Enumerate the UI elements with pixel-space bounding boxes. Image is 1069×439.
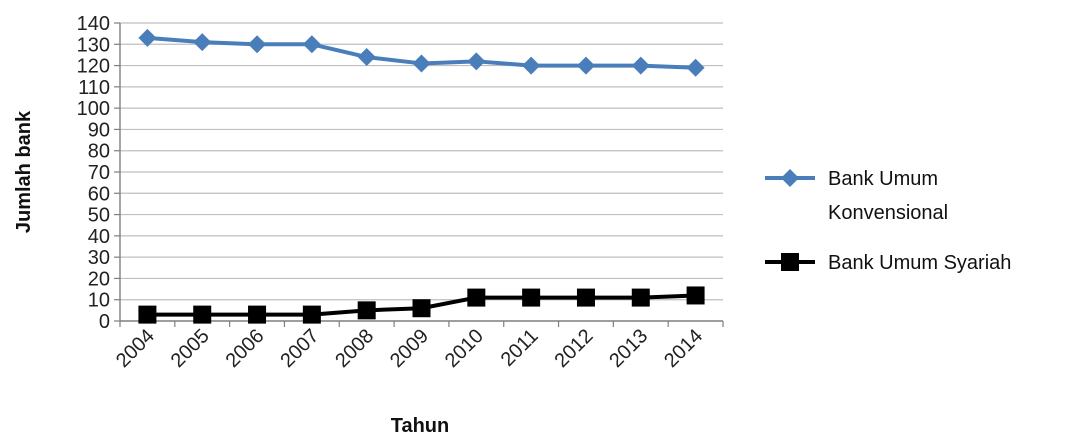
data-point <box>412 54 431 73</box>
x-tick-label: 2014 <box>660 325 707 372</box>
data-point <box>522 288 541 307</box>
y-axis-title: Jumlah bank <box>13 110 35 233</box>
series-group <box>138 28 705 324</box>
data-point <box>631 56 650 75</box>
gridlines <box>114 22 723 322</box>
x-tick-label: 2008 <box>331 325 378 372</box>
data-point <box>357 301 376 320</box>
y-tick-label: 10 <box>88 290 110 312</box>
y-tick-label: 60 <box>88 183 110 205</box>
x-tick-label: 2005 <box>167 325 214 372</box>
y-tick-label: 20 <box>88 268 110 290</box>
data-point <box>302 305 321 324</box>
y-tick-label: 40 <box>88 226 110 248</box>
data-point <box>193 305 212 324</box>
y-tick-label: 120 <box>77 56 110 78</box>
legend-label: Bank Umum Syariah <box>828 252 1011 274</box>
y-tick-label: 0 <box>99 311 110 333</box>
y-tick-label: 70 <box>88 162 110 184</box>
x-tick-label: 2004 <box>112 325 159 372</box>
data-point <box>357 48 376 67</box>
series-2 <box>138 286 705 324</box>
y-tick-label: 130 <box>77 34 110 56</box>
x-tick-labels: 2004 2005 2006 2007 2008 2009 2010 2011 2012 2013… <box>112 325 707 372</box>
legend-marker <box>781 253 799 271</box>
x-tick-label: 2012 <box>550 325 597 372</box>
y-tick-label: 110 <box>78 77 110 99</box>
data-point <box>467 52 486 71</box>
legend-label: Bank Umum <box>828 168 938 190</box>
x-tick-label: 2013 <box>605 325 652 372</box>
axes <box>119 23 724 327</box>
legend-label: Konvensional <box>828 202 948 224</box>
data-point <box>686 286 705 305</box>
legend-marker <box>781 169 799 187</box>
y-tick-label: 140 <box>77 13 110 35</box>
x-tick-label: 2007 <box>276 325 323 372</box>
legend: Bank Umum Konvensional Bank Umum Syariah <box>765 168 1011 274</box>
y-tick-label: 100 <box>77 98 110 120</box>
data-point <box>412 299 431 318</box>
y-tick-label: 30 <box>88 247 110 269</box>
x-axis-title: Tahun <box>391 415 450 437</box>
y-tick-label: 80 <box>88 141 110 163</box>
x-tick-label: 2006 <box>222 325 269 372</box>
x-tick-label: 2011 <box>497 325 543 371</box>
data-point <box>631 288 650 307</box>
data-point <box>522 56 541 75</box>
y-tick-label: 90 <box>88 119 110 141</box>
x-tick-label: 2010 <box>441 325 488 372</box>
data-point <box>302 35 321 54</box>
series-1 <box>138 28 705 77</box>
legend-entry: Bank Umum Syariah <box>765 252 1011 274</box>
data-point <box>686 58 705 77</box>
x-tick-label: 2009 <box>386 325 433 372</box>
y-tick-label: 50 <box>88 205 110 227</box>
data-point <box>576 56 595 75</box>
data-point <box>248 305 267 324</box>
data-point <box>248 35 267 54</box>
data-point <box>138 305 157 324</box>
data-point <box>138 28 157 47</box>
data-point <box>576 288 595 307</box>
data-point <box>193 33 212 52</box>
data-point <box>467 288 486 307</box>
legend-entry: Bank Umum Konvensional <box>765 168 948 224</box>
